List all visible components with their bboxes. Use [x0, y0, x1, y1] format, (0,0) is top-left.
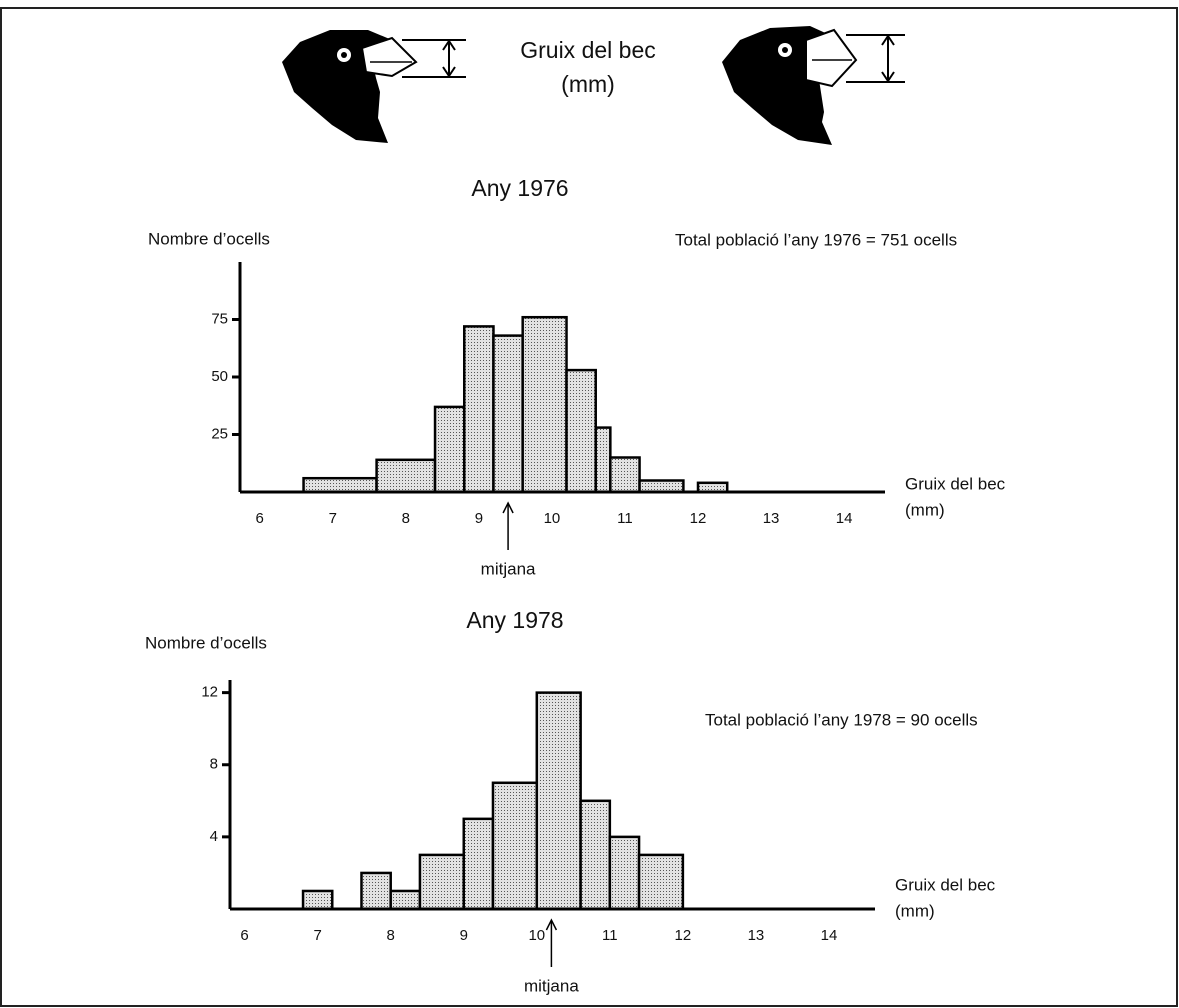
header-title: Gruix del bec	[520, 37, 656, 63]
histogram-bar	[303, 891, 332, 909]
histogram-bar	[581, 801, 610, 909]
x-tick-label: 11	[617, 510, 633, 527]
x-axis-label: (mm)	[905, 500, 945, 519]
y-tick-label: 4	[210, 828, 218, 845]
histogram-bar	[537, 693, 581, 909]
x-tick-label: 12	[675, 927, 692, 944]
annotation: Total població l’any 1976 = 751 ocells	[675, 230, 957, 249]
histogram-bar	[596, 428, 611, 492]
x-tick-label: 13	[763, 510, 780, 527]
histogram-bar	[567, 370, 596, 492]
x-tick-label: 7	[313, 927, 321, 944]
y-tick-label: 50	[211, 368, 228, 385]
bird-head-large-beak	[722, 26, 905, 145]
x-tick-label: 8	[402, 510, 410, 527]
histogram-bar	[610, 458, 639, 493]
x-tick-label: 9	[460, 927, 468, 944]
y-axis-label: Nombre d’ocells	[145, 633, 267, 652]
histogram-bar	[391, 891, 420, 909]
histogram-bar	[610, 837, 639, 909]
x-tick-label: 14	[821, 927, 838, 944]
histogram-bar	[361, 873, 390, 909]
x-axis-label: Gruix del bec	[905, 474, 1006, 493]
header-subtitle: (mm)	[561, 71, 615, 97]
x-tick-label: 10	[528, 927, 545, 944]
x-axis-label: Gruix del bec	[895, 875, 996, 894]
histogram-bar	[435, 407, 464, 492]
histogram-bar	[523, 317, 567, 492]
histogram-bar	[464, 326, 493, 492]
x-tick-label: 7	[329, 510, 337, 527]
annotation: Total població l’any 1978 = 90 ocells	[705, 710, 978, 729]
x-tick-label: 8	[387, 927, 395, 944]
y-axis-label: Nombre d’ocells	[148, 229, 270, 248]
histogram-bar	[420, 855, 464, 909]
y-tick-label: 25	[211, 425, 228, 442]
mean-label: mitjana	[524, 976, 579, 995]
histogram-bar	[493, 336, 522, 492]
histogram-bar	[640, 481, 684, 493]
x-tick-label: 13	[748, 927, 765, 944]
y-tick-label: 8	[210, 756, 218, 773]
x-tick-label: 6	[240, 927, 248, 944]
x-tick-label: 6	[256, 510, 264, 527]
figure: Gruix del bec (mm) 25 50 75 6 7 8 9 10 11 12 13 14 m…	[0, 0, 1179, 1008]
x-tick-label: 11	[602, 927, 618, 944]
x-tick-label: 14	[836, 510, 853, 527]
histogram-bar	[493, 783, 537, 909]
x-tick-label: 10	[544, 510, 561, 527]
y-tick-label: 75	[211, 310, 228, 327]
x-tick-label: 12	[690, 510, 707, 527]
histogram-bar	[304, 478, 377, 492]
histogram-bar	[464, 819, 493, 909]
y-tick-label: 12	[201, 684, 218, 701]
histogram-bar	[639, 855, 683, 909]
x-tick-label: 9	[475, 510, 483, 527]
x-axis-label: (mm)	[895, 901, 935, 920]
chart-title: Any 1976	[471, 175, 568, 201]
mean-label: mitjana	[481, 559, 536, 578]
chart-title: Any 1978	[466, 607, 563, 633]
bird-head-small-beak	[282, 30, 466, 143]
page: Gruix del bec (mm) 25 50 75 6 7 8 9 10 11 12 13 14 m…	[0, 0, 1179, 1008]
histogram-bar	[377, 460, 435, 492]
